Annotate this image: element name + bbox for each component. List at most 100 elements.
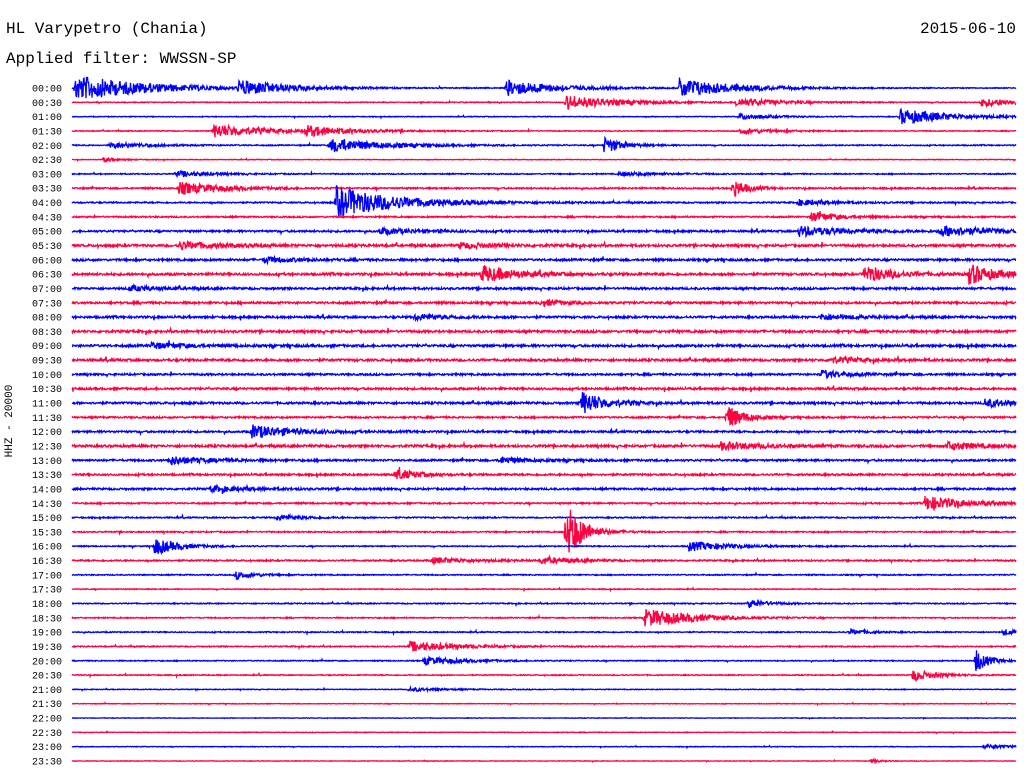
time-tick-label: 19:30 <box>32 643 62 654</box>
trace-row-2130 <box>71 701 1017 707</box>
time-tick-label: 16:30 <box>32 557 62 568</box>
time-tick-label: 15:30 <box>32 528 62 539</box>
time-tick-label: 10:30 <box>32 385 62 396</box>
trace-row-1100 <box>71 392 1017 414</box>
time-tick-label: 12:00 <box>32 428 62 439</box>
trace-row-1330 <box>71 466 1017 480</box>
trace-row-1900 <box>71 627 1017 637</box>
time-tick-label: 00:00 <box>32 85 62 96</box>
trace-row-0500 <box>71 224 1017 239</box>
date-label: 2015-06-10 <box>919 20 1016 38</box>
time-tick-label: 08:00 <box>32 314 62 325</box>
trace-row-2030 <box>71 669 1017 682</box>
time-tick-label: 22:30 <box>32 729 62 740</box>
time-tick-label: 23:00 <box>32 743 62 754</box>
trace-row-0630 <box>71 264 1017 285</box>
time-tick-label: 01:30 <box>32 127 62 138</box>
time-tick-label: 13:00 <box>32 457 62 468</box>
trace-row-0530 <box>71 240 1017 251</box>
trace-row-1700 <box>71 571 1017 581</box>
time-tick-label: 12:30 <box>32 442 62 453</box>
trace-row-0830 <box>71 326 1017 336</box>
time-tick-label: 21:00 <box>32 686 62 697</box>
trace-row-1000 <box>71 368 1017 380</box>
trace-row-2000 <box>71 650 1017 671</box>
time-tick-label: 20:30 <box>32 672 62 683</box>
time-tick-label: 05:00 <box>32 228 62 239</box>
trace-row-1430 <box>71 496 1017 512</box>
trace-row-0930 <box>71 354 1017 365</box>
time-tick-label: 09:30 <box>32 357 62 368</box>
time-tick-label: 02:00 <box>32 142 62 153</box>
time-tick-label: 03:00 <box>32 170 62 181</box>
time-tick-label: 16:00 <box>32 543 62 554</box>
trace-row-0700 <box>71 282 1017 293</box>
time-tick-label: 14:30 <box>32 500 62 511</box>
trace-row-1230 <box>71 439 1017 452</box>
time-tick-label: 18:30 <box>32 614 62 625</box>
trace-row-0000 <box>71 76 1017 99</box>
time-tick-label: 05:30 <box>32 242 62 253</box>
time-tick-label: 07:30 <box>32 299 62 310</box>
station-title: HL Varypetro (Chania) <box>6 20 208 38</box>
trace-row-0430 <box>71 211 1017 222</box>
filter-label: Applied filter: WWSSN-SP <box>6 50 237 68</box>
time-tick-label: 14:00 <box>32 485 62 496</box>
time-tick-label: 00:30 <box>32 99 62 110</box>
time-tick-label: 07:00 <box>32 285 62 296</box>
trace-row-1530 <box>71 509 1017 553</box>
trace-row-0900 <box>71 340 1017 351</box>
time-tick-label: 06:00 <box>32 256 62 267</box>
time-tick-label: 18:00 <box>32 600 62 611</box>
trace-row-1930 <box>72 640 1017 652</box>
trace-row-0100 <box>71 107 1017 125</box>
trace-row-0030 <box>71 95 1017 110</box>
time-tick-label: 10:00 <box>32 371 62 382</box>
trace-row-0400 <box>71 184 1017 218</box>
trace-row-0800 <box>71 312 1017 323</box>
time-tick-label: 04:00 <box>32 199 62 210</box>
trace-row-1130 <box>71 407 1017 426</box>
trace-row-1600 <box>71 539 1017 556</box>
trace-row-1630 <box>71 554 1017 566</box>
time-tick-label: 03:30 <box>32 185 62 196</box>
trace-row-1300 <box>71 455 1017 466</box>
trace-row-2330 <box>71 757 1017 765</box>
trace-row-0130 <box>71 123 1017 138</box>
trace-row-0300 <box>71 169 1017 179</box>
time-tick-label: 17:00 <box>32 571 62 582</box>
time-tick-label: 04:30 <box>32 213 62 224</box>
time-tick-label: 11:30 <box>32 414 62 425</box>
time-tick-label: 08:30 <box>32 328 62 339</box>
time-tick-label: 20:00 <box>32 657 62 668</box>
trace-row-0230 <box>71 156 1016 163</box>
trace-row-2100 <box>72 684 1017 694</box>
time-tick-label: 11:00 <box>32 400 62 411</box>
trace-row-1800 <box>71 599 1017 609</box>
time-tick-label: 23:30 <box>32 758 62 769</box>
trace-row-0730 <box>71 297 1017 308</box>
trace-row-1400 <box>71 483 1017 495</box>
trace-row-0600 <box>71 254 1017 266</box>
time-tick-label: 02:30 <box>32 156 62 167</box>
trace-row-2300 <box>71 742 1017 751</box>
time-tick-label: 09:00 <box>32 342 62 353</box>
trace-row-1830 <box>71 609 1017 627</box>
time-tick-label: 17:30 <box>32 586 62 597</box>
trace-row-0200 <box>71 135 1017 153</box>
time-tick-label: 01:00 <box>32 113 62 124</box>
trace-row-1200 <box>71 424 1017 439</box>
time-tick-label: 06:30 <box>32 271 62 282</box>
trace-row-1730 <box>71 586 1017 593</box>
trace-row-1500 <box>71 512 1017 522</box>
trace-row-2200 <box>71 716 1017 721</box>
time-tick-label: 15:00 <box>32 514 62 525</box>
time-tick-label: 13:30 <box>32 471 62 482</box>
time-tick-label: 19:00 <box>32 629 62 640</box>
trace-row-0330 <box>71 181 1017 197</box>
trace-row-2230 <box>71 729 1017 735</box>
time-tick-label: 22:00 <box>32 715 62 726</box>
time-tick-label: 21:30 <box>32 700 62 711</box>
trace-row-1030 <box>71 385 1017 393</box>
